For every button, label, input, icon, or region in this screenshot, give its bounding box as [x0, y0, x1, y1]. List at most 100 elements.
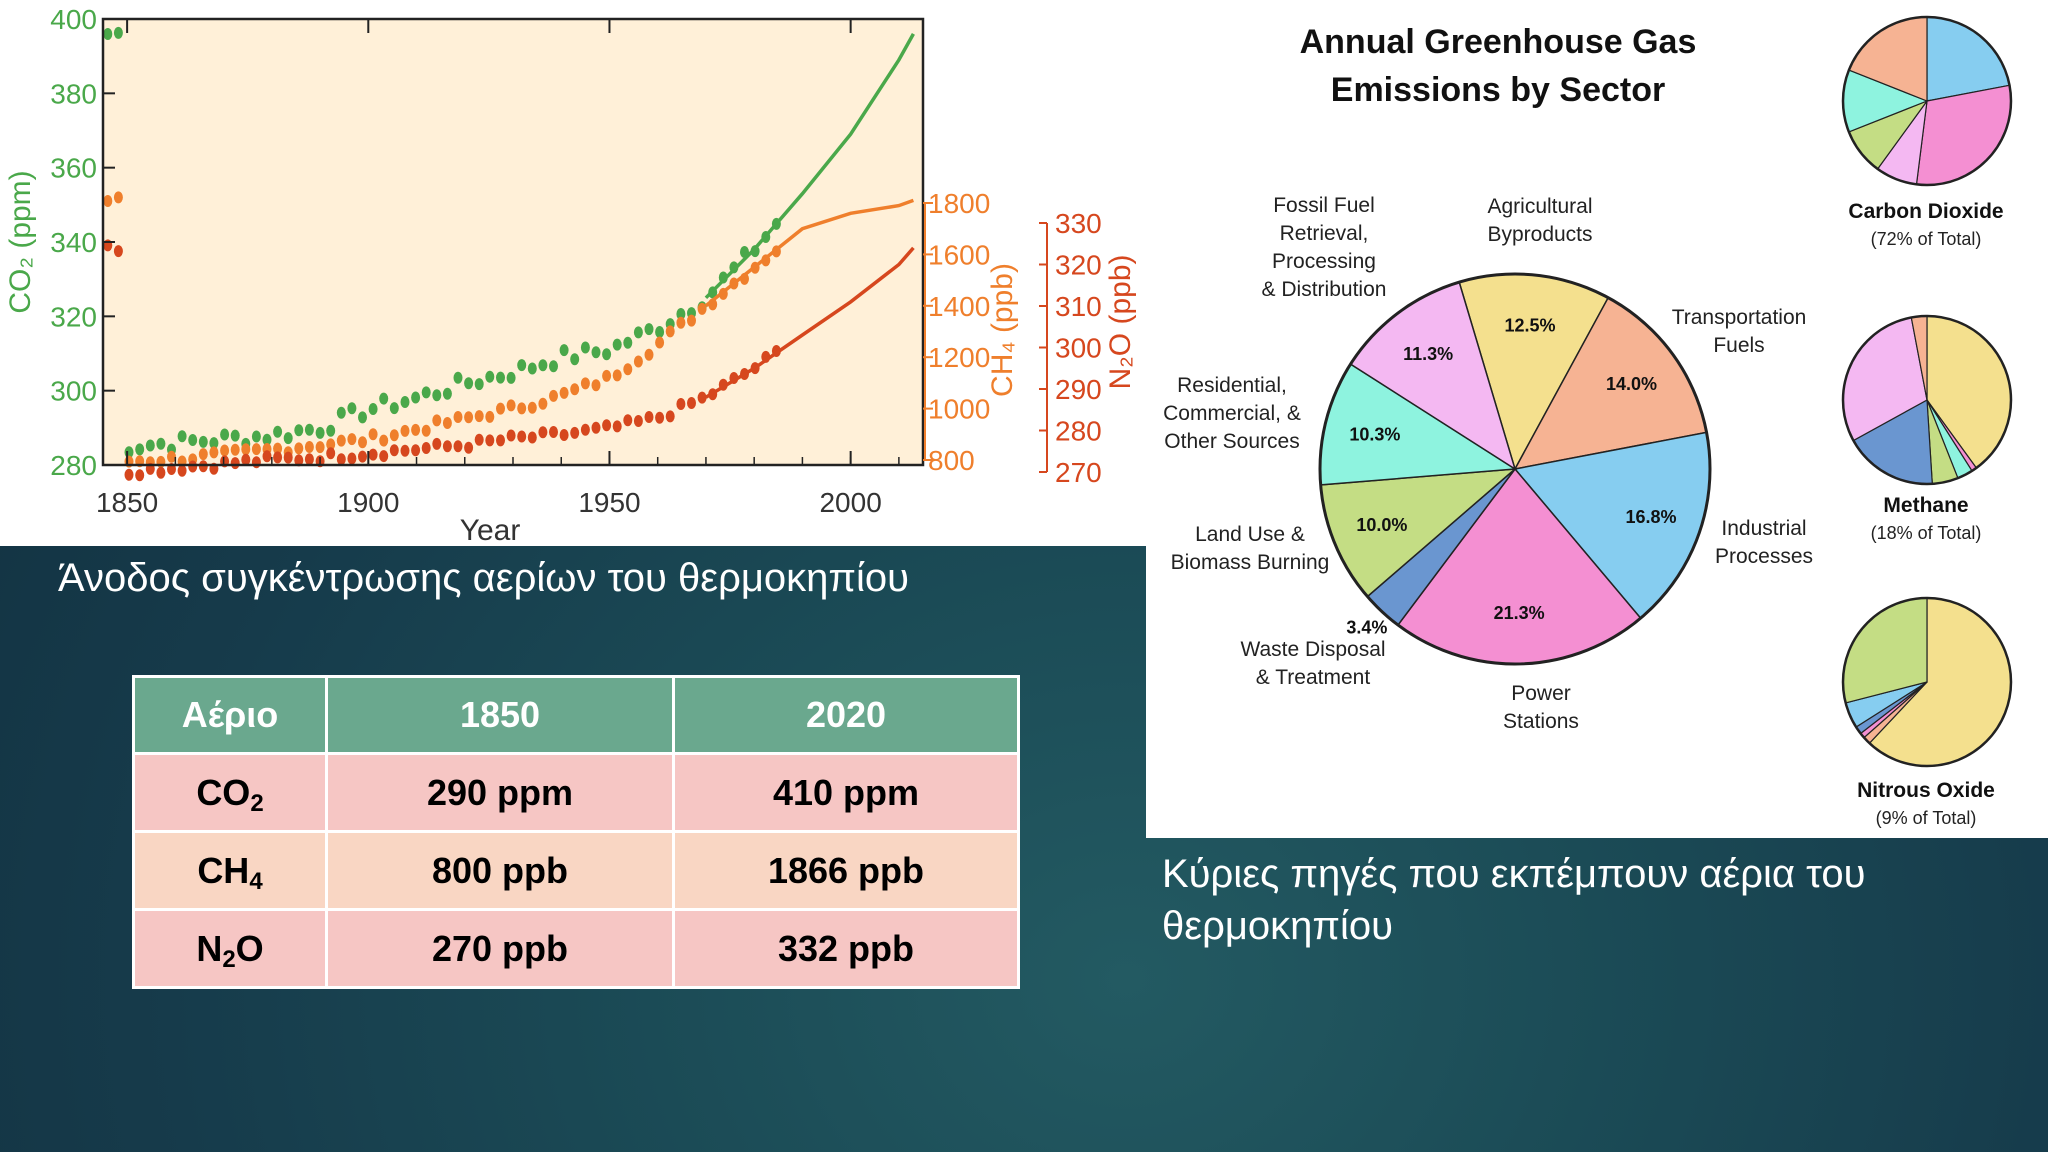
data-point-co2	[135, 443, 145, 456]
pie-title-line-1: Annual Greenhouse Gas	[1300, 23, 1697, 61]
pie-slice-percent: 14.0%	[1606, 374, 1657, 394]
data-point-ch4	[538, 397, 548, 410]
data-point-co2	[623, 336, 633, 349]
data-point-ch4	[485, 410, 495, 423]
data-point-co2	[209, 437, 219, 450]
data-point-ch4	[591, 379, 601, 392]
gas-subscript: 4	[249, 867, 263, 895]
gas-formula: CO	[196, 771, 251, 813]
n2o-tick-label: 290	[1055, 374, 1102, 405]
data-point-n2o	[496, 434, 505, 447]
data-point-ch4	[230, 443, 240, 456]
data-point-n2o	[411, 444, 421, 457]
data-point-ch4	[400, 424, 410, 437]
co2-tick-label: 360	[50, 153, 97, 184]
data-point-co2	[400, 396, 410, 408]
data-point-n2o	[442, 440, 452, 453]
data-point-ch4	[496, 402, 505, 415]
data-point-ch4	[198, 448, 208, 461]
data-point-n2o	[612, 420, 622, 433]
data-point-n2o	[623, 414, 633, 427]
data-point-ch4	[251, 443, 261, 456]
data-point-co2	[442, 387, 452, 400]
series-line-co2	[704, 33, 915, 300]
ch4-tick-label: 1200	[928, 342, 990, 373]
sub-pie-outline	[1841, 314, 2013, 486]
pie-slice-percent: 12.5%	[1504, 316, 1555, 336]
plot-area	[103, 19, 923, 465]
data-point-co2	[273, 425, 283, 438]
data-point-co2	[358, 411, 367, 424]
co2-tick-label: 380	[50, 78, 97, 109]
data-point-n2o	[591, 421, 601, 434]
sub-pie-note: (18% of Total)	[1871, 523, 1982, 543]
sub-pie-slice	[1915, 84, 2012, 186]
pie-slice-percent: 21.3%	[1494, 603, 1545, 623]
data-point-co2	[612, 338, 622, 351]
data-point-co2	[538, 359, 548, 372]
pie-slice-label: Fossil Fuel Retrieval, Processing & Distrib…	[1262, 194, 1387, 301]
table-header-row: Αέριο 1850 2020	[132, 675, 1020, 755]
data-point-ch4	[464, 411, 474, 424]
data-point-ch4	[432, 414, 442, 427]
data-point-n2o	[474, 433, 484, 446]
data-point-co2	[602, 348, 612, 361]
pie-slice-label: Transportation Fuels	[1672, 306, 1807, 357]
data-point-n2o	[389, 444, 399, 457]
value-1850: 800 ppb	[325, 830, 675, 911]
data-point-n2o	[283, 451, 293, 464]
data-point-co2	[304, 423, 314, 436]
data-point-ch4	[241, 443, 251, 456]
value-1850: 290 ppm	[325, 752, 675, 833]
n2o-tick-label: 280	[1055, 416, 1102, 447]
data-point-n2o	[294, 454, 304, 467]
data-point-co2	[549, 360, 558, 373]
ch4-tick-label: 1600	[928, 239, 990, 270]
pie-slice-percent: 3.4%	[1346, 618, 1387, 638]
data-point-ch4	[474, 410, 484, 423]
data-point-co2	[527, 362, 537, 375]
sub-pie-outline	[1841, 15, 2013, 187]
data-point-n2o	[241, 453, 251, 466]
data-point-ch4	[549, 389, 558, 402]
data-point-co2	[591, 346, 601, 359]
pie-slice-label: Agricultural Byproducts	[1487, 195, 1592, 246]
data-point-co2	[326, 424, 336, 437]
data-point-co2	[336, 406, 346, 419]
series-line-n2o	[704, 246, 915, 399]
data-point-co2	[474, 378, 484, 391]
gas-formula: CH	[197, 849, 250, 891]
ch4-tick-label: 1800	[928, 188, 990, 219]
table-row: CH4 800 ppb 1866 ppb	[132, 830, 1020, 911]
data-point-n2o	[336, 453, 346, 466]
data-point-n2o	[676, 398, 686, 410]
data-point-ch4	[315, 441, 325, 454]
pie-slice-label: Waste Disposal & Treatment	[1240, 638, 1385, 689]
sub-pie-outline	[1841, 596, 2013, 768]
data-point-ch4	[623, 363, 633, 376]
data-point-ch4	[687, 314, 696, 327]
gas-subscript: 2	[250, 789, 264, 817]
data-point-co2	[294, 424, 304, 437]
data-point-ch4	[368, 428, 378, 441]
data-point-ch4	[347, 433, 357, 446]
sub-pie-title: Carbon Dioxide	[1848, 200, 2003, 223]
pie-slice-percent: 10.0%	[1356, 515, 1407, 535]
data-point-ch4	[655, 336, 665, 349]
data-point-co2	[644, 323, 654, 336]
data-point-n2o	[655, 411, 665, 424]
n2o-axis-label: N₂O (ppb)	[1104, 254, 1137, 389]
data-point-co2	[464, 377, 474, 390]
n2o-tick-label: 310	[1055, 291, 1102, 322]
caption-sources: Κύριες πηγές που εκπέμπουν αέρια του θερ…	[1162, 852, 1866, 948]
table-row: CO2 290 ppm 410 ppm	[132, 752, 1020, 833]
data-point-ch4	[326, 438, 336, 451]
data-point-co2	[368, 403, 378, 415]
data-point-n2o	[527, 431, 537, 444]
value-1850: 270 ppb	[325, 908, 675, 989]
data-point-co2	[633, 326, 643, 339]
data-point-n2o	[379, 450, 389, 463]
data-point-ch4	[167, 450, 176, 463]
sub-pie-title: Nitrous Oxide	[1857, 779, 1995, 802]
data-point-ch4	[442, 417, 452, 429]
